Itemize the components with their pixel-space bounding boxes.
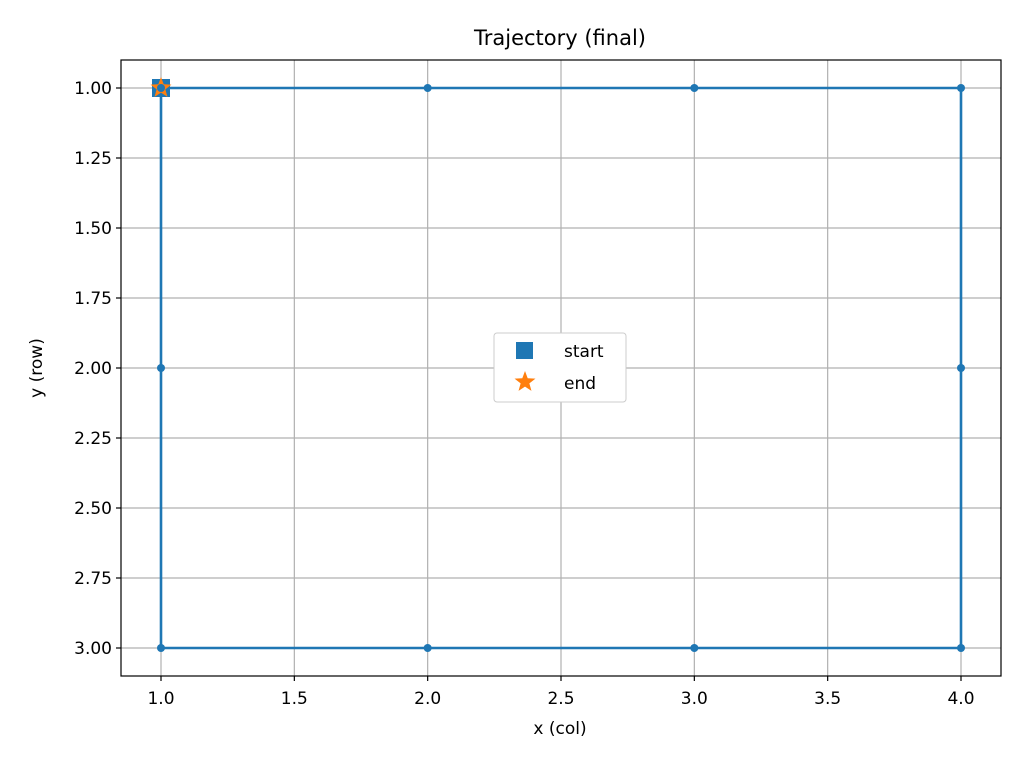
trajectory-point [423, 644, 432, 652]
legend-box [493, 332, 627, 403]
x-tick-label: 4.0 [947, 689, 974, 709]
x-tick-label: 3.0 [681, 689, 708, 709]
y-tick-label: 3.00 [74, 639, 112, 659]
y-tick-label: 2.50 [74, 499, 112, 519]
legend-star-icon [514, 371, 536, 391]
trajectory-point [157, 364, 165, 372]
x-tick-label: 2.0 [414, 689, 441, 709]
trajectory-point [957, 84, 965, 92]
x-axis-ticks: 1.0 1.5 2.0 2.5 3.0 3.5 4.0 [147, 676, 975, 709]
x-axis-label: x (col) [533, 719, 586, 739]
trajectory-point [957, 644, 965, 652]
legend: start end [493, 332, 627, 403]
y-tick-label: 1.50 [74, 219, 112, 239]
y-tick-label: 1.00 [74, 79, 112, 99]
trajectory-point-overlay [157, 84, 165, 92]
trajectory-point [690, 84, 699, 92]
trajectory-point [423, 84, 432, 92]
chart-title: Trajectory (final) [473, 26, 646, 50]
y-tick-label: 2.00 [74, 359, 112, 379]
legend-end-marker [514, 371, 536, 391]
legend-start-marker [516, 342, 533, 359]
x-tick-label: 1.0 [147, 689, 174, 709]
trajectory-point [957, 364, 965, 372]
x-tick-label: 2.5 [547, 689, 574, 709]
legend-end-label: end [564, 374, 596, 394]
y-axis-ticks: 1.00 1.25 1.50 1.75 2.00 2.25 2.50 2.75 3.00 [74, 79, 121, 659]
trajectory-point [157, 644, 165, 652]
x-tick-label: 1.5 [281, 689, 308, 709]
legend-start-label: start [564, 342, 604, 362]
y-tick-label: 2.75 [74, 569, 112, 589]
y-tick-label: 1.75 [74, 289, 112, 309]
trajectory-point [690, 644, 699, 652]
y-axis-label: y (row) [27, 338, 47, 398]
plot-series [150, 77, 965, 652]
y-tick-label: 2.25 [74, 429, 112, 449]
y-tick-label: 1.25 [74, 149, 112, 169]
x-tick-label: 3.5 [814, 689, 841, 709]
